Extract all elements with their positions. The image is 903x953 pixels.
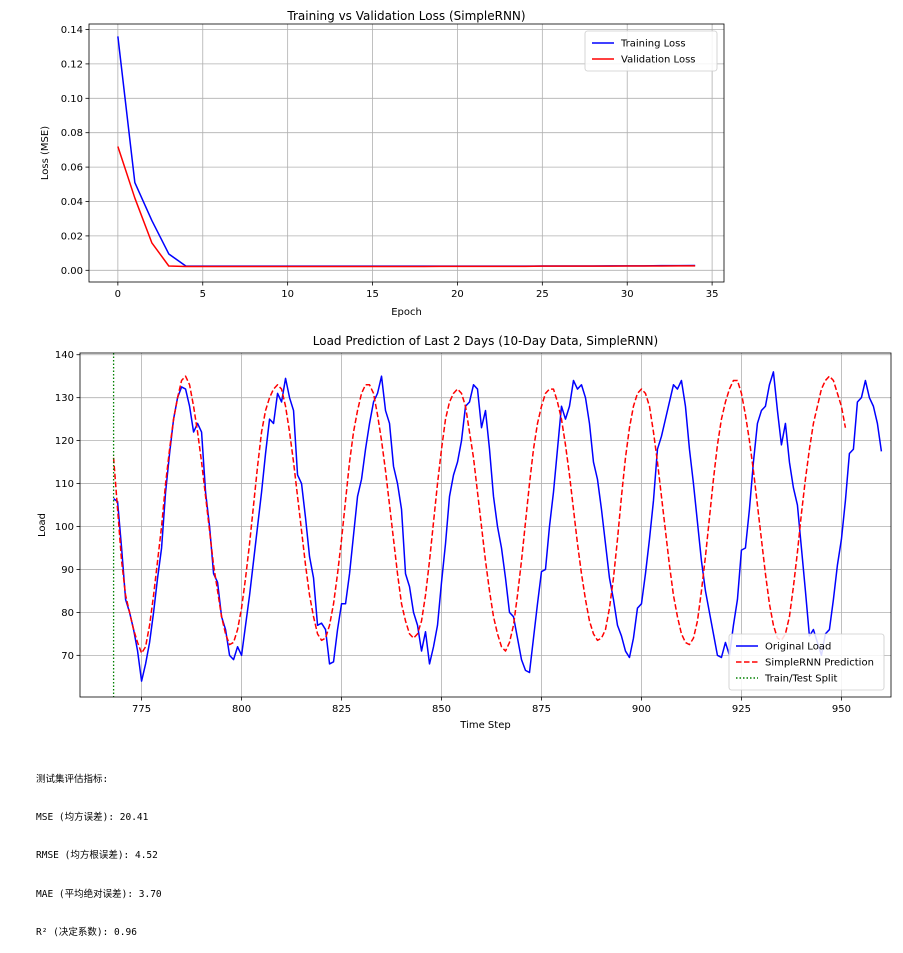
y-tick-label: 80 [61,608,74,619]
x-tick-label: 15 [366,289,379,300]
y-axis-label: Load [37,513,48,537]
plot-area [112,353,883,697]
legend-label: Original Load [765,642,831,653]
y-tick-label: 0.02 [61,231,83,242]
x-tick-label: 825 [332,704,351,715]
x-tick-label: 950 [832,704,851,715]
legend-label: Training Loss [620,39,686,50]
y-tick-label: 0.04 [61,197,83,208]
x-axis-label: Time Step [459,720,510,731]
x-tick-label: 10 [281,289,294,300]
figure: 0 5 10 15 20 25 30 35 0.00 0.02 0.04 0.06 0.08 0.10 0.… [37,9,892,731]
x-tick-label: 0 [115,289,121,300]
x-tick-label: 850 [432,704,451,715]
series-line-original-load [113,371,883,682]
legend-box [584,30,718,72]
y-tick-label: 120 [55,436,74,447]
chart-2: 775 800 825 850 875 900 925 950 70 80 90 100 110 120 1… [37,334,892,731]
chart-1: 0 5 10 15 20 25 30 35 0.00 0.02 0.04 0.06 0.08 0.10 0.… [40,9,725,318]
series-line-validation-loss [117,146,696,268]
x-tick-label: 5 [200,289,206,300]
axes-frame [88,23,725,283]
chart-title: Training vs Validation Loss (SimpleRNN) [286,9,525,23]
y-tick-label: 130 [55,393,74,404]
y-tick-label: 90 [61,565,74,576]
legend-box [728,633,885,691]
y-tick-label: 0.14 [61,25,83,36]
legend: Original Load SimpleRNN Prediction Train/T… [728,633,885,691]
y-tick-label: 0.00 [61,266,83,277]
y-tick-label: 140 [55,350,74,361]
x-axis-label: Epoch [391,307,422,318]
series-line-simplernn-prediction [112,375,847,654]
metric-rmse: RMSE (均方根误差): 4.52 [36,850,158,862]
metric-mae: MAE (平均绝对误差): 3.70 [36,888,162,900]
y-tick-label: 70 [61,651,74,662]
metrics-heading: 测试集评估指标: [36,773,109,785]
x-tick-label: 35 [706,289,719,300]
x-tick-label: 925 [732,704,751,715]
metric-mse: MSE (均方误差): 20.41 [36,811,149,823]
y-tick-label: 0.08 [61,128,83,139]
x-tick-label: 25 [536,289,549,300]
x-tick-label: 20 [451,289,464,300]
x-tick-label: 775 [132,704,151,715]
x-tick-label: 900 [632,704,651,715]
metrics-panel: 测试集评估指标: MSE (均方误差): 20.41 RMSE (均方根误差):… [36,748,162,953]
plot-area [117,36,696,268]
x-tick-label: 800 [232,704,251,715]
legend-label: Train/Test Split [764,674,837,685]
legend: Training Loss Validation Loss [584,30,718,72]
y-tick-label: 0.10 [61,94,83,105]
x-tick-label: 30 [621,289,634,300]
x-tick-label: 875 [532,704,551,715]
metric-r2: R² (决定系数): 0.96 [36,927,137,939]
legend-label: Validation Loss [621,55,696,66]
chart-title: Load Prediction of Last 2 Days (10-Day D… [313,334,658,348]
y-tick-label: 110 [55,479,74,490]
y-axis-label: Loss (MSE) [40,126,51,180]
y-tick-label: 0.06 [61,163,83,174]
y-tick-label: 0.12 [61,59,83,70]
axes-frame [79,352,892,698]
legend-label: SimpleRNN Prediction [765,658,874,669]
y-tick-label: 100 [55,522,74,533]
